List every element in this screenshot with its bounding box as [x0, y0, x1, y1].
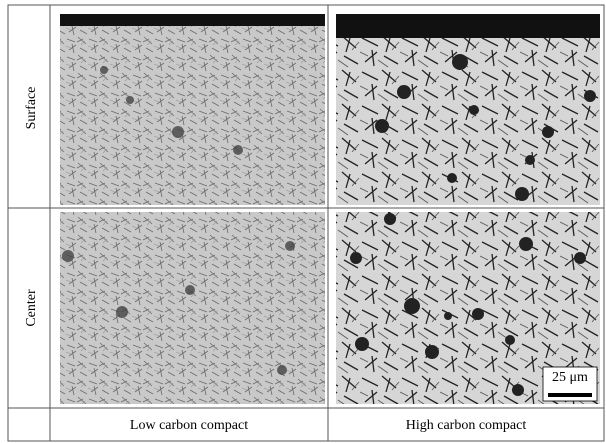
column-label: High carbon compact: [406, 418, 527, 433]
column-label: Low carbon compact: [130, 418, 248, 433]
row-label: Surface: [24, 87, 39, 130]
surface-edge: [336, 14, 600, 38]
figure: 25 μm Surface Center Low carbon compact …: [0, 0, 606, 443]
scale-bar: [548, 393, 592, 397]
micrograph: [336, 14, 600, 205]
scale-label: 25 μm: [552, 370, 588, 385]
micrograph: [60, 212, 325, 404]
micrograph: [60, 14, 325, 205]
surface-edge: [60, 14, 325, 26]
row-label: Center: [24, 289, 39, 327]
